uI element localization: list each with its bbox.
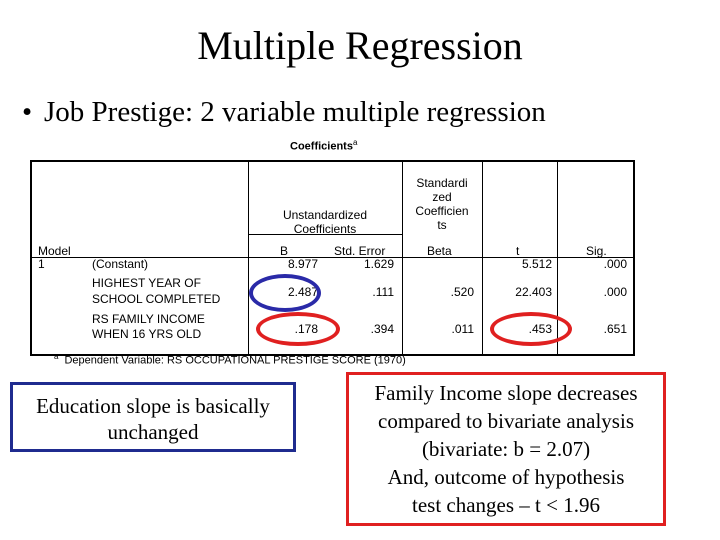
header-standardized-line2: zed [432,190,452,204]
education-note-box: Education slope is basically unchanged [10,382,296,452]
header-t: t [516,244,520,258]
header-standardized: Standardi zed Coefficien ts [402,176,482,232]
footnote-superscript: a [54,352,59,361]
education-note-line: unchanged [107,420,199,444]
table-divider [402,162,403,354]
row-label: (Constant) [92,257,149,271]
cell-beta: .011 [451,322,474,336]
table-divider [248,234,402,235]
education-b-highlight-oval [249,274,321,312]
header-standardized-line3: Coefficien [415,204,469,218]
header-standardized-line4: ts [437,218,447,232]
header-standardized-line1: Standardi [416,176,468,190]
header-beta: Beta [427,244,452,258]
table-footnote: a Dependent Variable: RS OCCUPATIONAL PRE… [54,352,406,367]
table-caption-text: Coefficients [290,140,353,153]
bullet-text: Job Prestige: 2 variable multiple regres… [44,96,546,128]
cell-std-error: .111 [372,285,394,299]
cell-std-error: 1.629 [363,257,394,271]
bullet-dot-icon: • [22,96,33,128]
cell-b: 8.977 [287,257,318,271]
income-note-line: test changes – t < 1.96 [412,493,600,517]
header-unstandardized-line2: Coefficients [293,222,357,236]
coefficients-table: Unstandardized Coefficients Standardi ze… [30,160,635,356]
table-divider [32,257,633,258]
income-note-line: (bivariate: b = 2.07) [421,437,591,461]
bullet-point: • Job Prestige: 2 variable multiple regre… [22,92,546,132]
income-note-line: compared to bivariate analysis [378,409,634,433]
income-t-highlight-oval [490,312,572,346]
row-label: RS FAMILY INCOME [92,312,205,326]
cell-t: 22.403 [515,285,552,299]
table-divider [248,162,249,354]
income-note-line: Family Income slope decreases [374,381,638,405]
table-caption: Coefficientsa [290,138,357,153]
footnote-text: Dependent Variable: RS OCCUPATIONAL PRES… [64,354,406,367]
header-b: B [280,244,289,258]
header-std-error: Std. Error [334,244,386,258]
model-number: 1 [38,257,45,271]
education-note-line: Education slope is basically [36,394,270,418]
cell-sig: .000 [603,257,627,271]
slide-title: Multiple Regression [197,23,523,68]
header-model: Model [38,244,71,258]
cell-sig: .000 [603,285,627,299]
row-label: HIGHEST YEAR OF [92,276,201,290]
income-note-box: Family Income slope decreases compared t… [346,372,666,526]
row-label: SCHOOL COMPLETED [92,292,221,306]
cell-beta: .520 [450,285,474,299]
table-divider [557,162,558,354]
header-unstandardized: Unstandardized Coefficients [248,208,402,236]
cell-std-error: .394 [370,322,394,336]
header-unstandardized-line1: Unstandardized [282,208,368,222]
table-caption-superscript: a [352,138,358,147]
cell-t: 5.512 [521,257,552,271]
cell-sig: .651 [603,322,627,336]
header-sig: Sig. [586,244,607,258]
income-note-line: And, outcome of hypothesis [387,465,625,489]
row-label: WHEN 16 YRS OLD [92,327,202,341]
table-divider [482,162,483,354]
income-b-highlight-oval [256,312,340,346]
